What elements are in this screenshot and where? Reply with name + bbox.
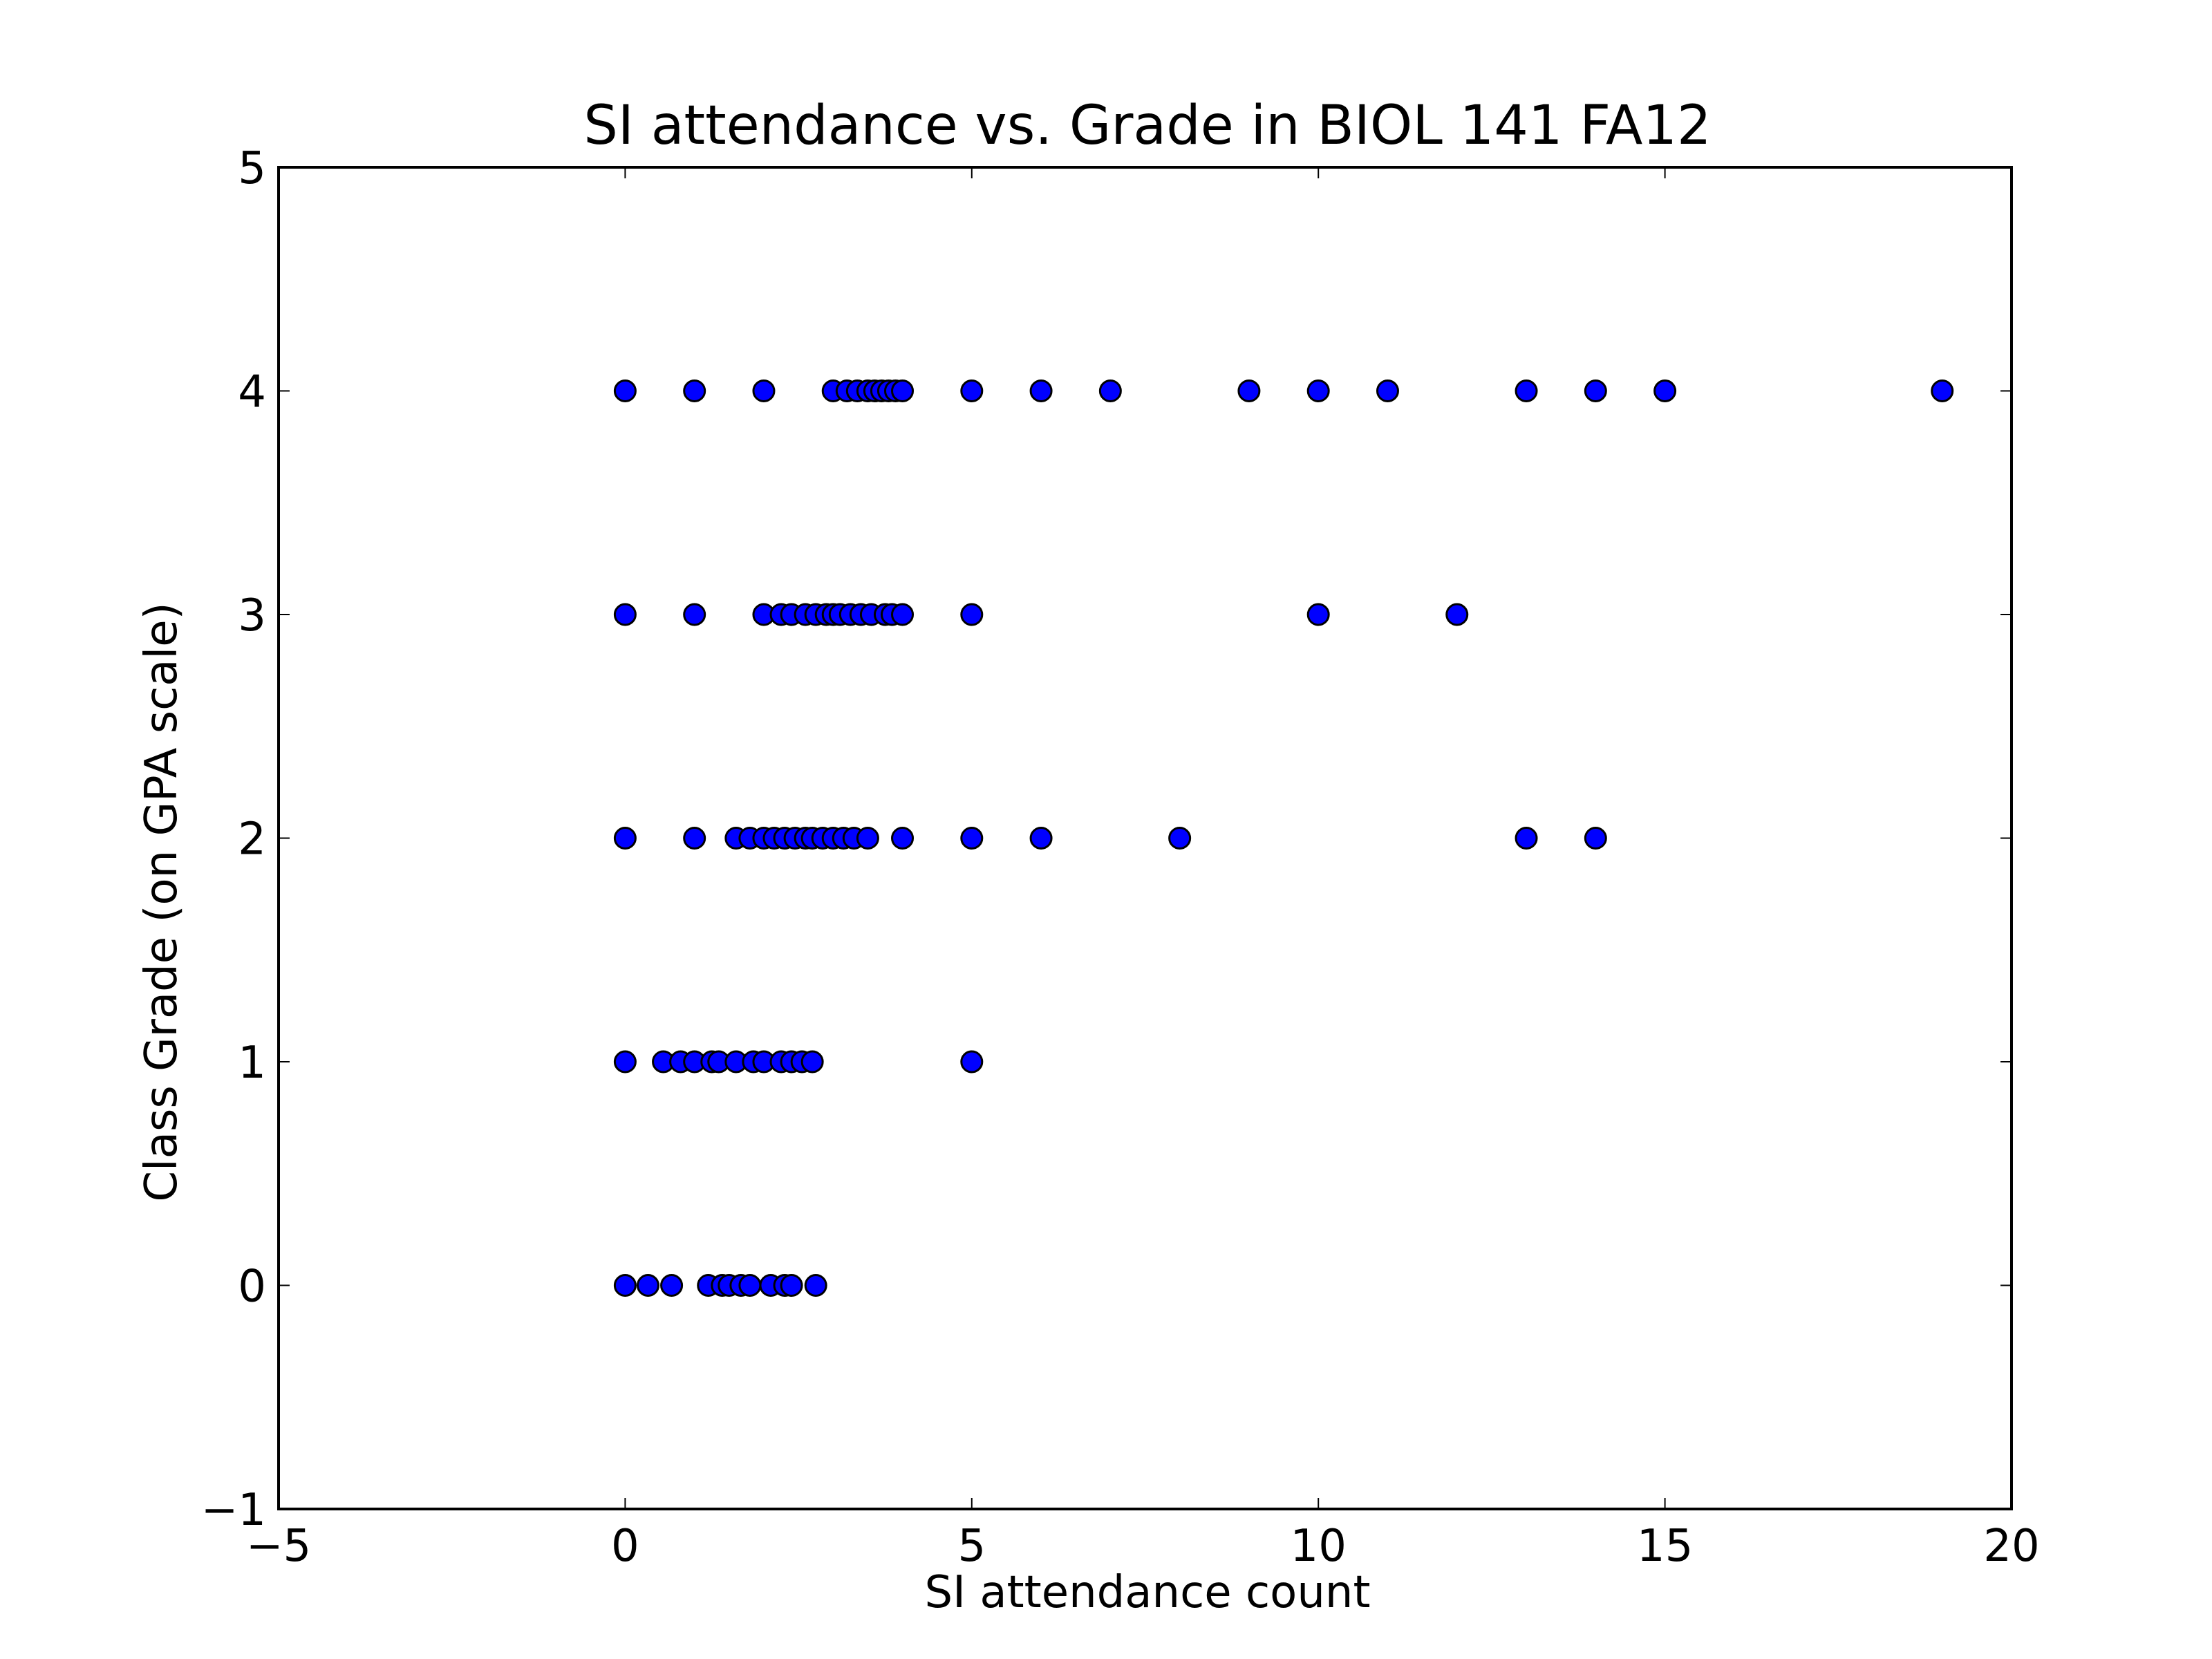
data-point [613, 1274, 637, 1297]
x-tick-label: 20 [1983, 1521, 2039, 1572]
y-tick-label: 1 [238, 1038, 266, 1089]
data-point [660, 1274, 684, 1297]
data-point [683, 603, 706, 626]
data-point [636, 1274, 659, 1297]
data-point [613, 1050, 637, 1074]
x-tick-label: 10 [1290, 1521, 1346, 1572]
x-tick-label: −5 [246, 1521, 311, 1572]
data-point [1237, 379, 1261, 402]
data-point [1931, 379, 1954, 402]
y-tick-label: −1 [201, 1485, 266, 1536]
data-point [856, 827, 879, 850]
data-point [683, 827, 706, 850]
data-point [960, 379, 984, 402]
data-point [1306, 603, 1330, 626]
data-point [1306, 379, 1330, 402]
data-point [1515, 827, 1538, 850]
data-point [613, 827, 637, 850]
data-point [1029, 827, 1053, 850]
x-tick-label: 5 [957, 1521, 986, 1572]
data-point [891, 379, 915, 402]
data-point [1445, 603, 1469, 626]
data-point [1168, 827, 1192, 850]
data-point [960, 827, 984, 850]
data-point [1029, 379, 1053, 402]
data-point [1584, 827, 1607, 850]
x-axis-label: SI attendance count [924, 1567, 1370, 1618]
data-point [613, 379, 637, 402]
x-tick-label: 0 [611, 1521, 639, 1572]
y-axis-label: Class Grade (on GPA scale) [136, 602, 187, 1201]
data-point [1515, 379, 1538, 402]
chart-title: SI attendance vs. Grade in BIOL 141 FA12 [583, 95, 1711, 157]
y-tick-label: 0 [238, 1262, 266, 1313]
x-tick-label: 15 [1637, 1521, 1693, 1572]
data-point [1376, 379, 1399, 402]
data-point [804, 1274, 827, 1297]
y-axis-ticks: −1 0 1 2 3 4 5 [201, 143, 2012, 1536]
y-tick-label: 2 [238, 814, 266, 865]
data-point [960, 1050, 984, 1074]
y-tick-label: 5 [238, 143, 266, 194]
data-point [613, 603, 637, 626]
y-tick-label: 4 [238, 367, 266, 418]
data-point [891, 827, 915, 850]
data-point [800, 1050, 824, 1074]
data-point [891, 603, 915, 626]
data-point [1584, 379, 1607, 402]
data-point [738, 1274, 762, 1297]
y-tick-label: 3 [238, 590, 266, 641]
data-point [780, 1274, 803, 1297]
data-points [613, 379, 1954, 1297]
data-point [960, 603, 984, 626]
data-point [683, 379, 706, 402]
data-point [1098, 379, 1122, 402]
x-axis-ticks: −5 0 5 10 15 20 [246, 167, 2040, 1572]
data-point [752, 379, 776, 402]
data-point [1653, 379, 1677, 402]
